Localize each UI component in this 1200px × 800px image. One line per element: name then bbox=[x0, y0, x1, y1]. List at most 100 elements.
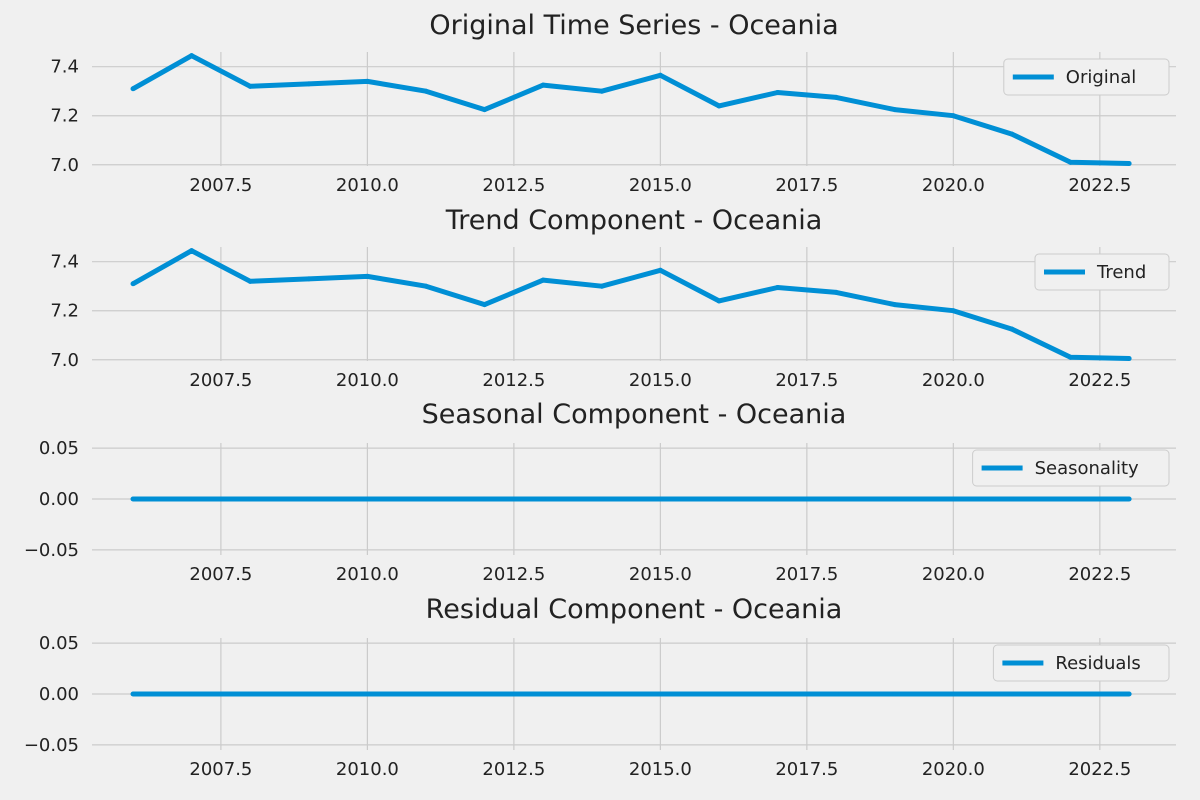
data-point bbox=[833, 289, 839, 295]
data-point bbox=[1068, 496, 1074, 502]
data-point bbox=[657, 72, 663, 78]
data-point bbox=[950, 113, 956, 119]
data-point bbox=[130, 691, 136, 697]
data-point bbox=[1009, 691, 1015, 697]
data-point bbox=[1009, 326, 1015, 332]
data-point bbox=[657, 691, 663, 697]
x-tick-label: 2017.5 bbox=[775, 370, 838, 391]
legend: Original bbox=[1003, 58, 1170, 96]
x-tick-label: 2022.5 bbox=[1068, 759, 1131, 780]
data-point bbox=[423, 88, 429, 94]
x-tick-label: 2015.0 bbox=[629, 370, 692, 391]
data-point bbox=[306, 276, 312, 282]
legend-label: Trend bbox=[1096, 262, 1146, 283]
x-tick-label: 2020.0 bbox=[922, 564, 985, 585]
x-tick-label: 2007.5 bbox=[189, 370, 252, 391]
data-point bbox=[130, 86, 136, 92]
data-point bbox=[423, 691, 429, 697]
data-point bbox=[716, 298, 722, 304]
data-point bbox=[599, 88, 605, 94]
data-point bbox=[540, 82, 546, 88]
data-point bbox=[540, 496, 546, 502]
x-tick-label: 2012.5 bbox=[482, 759, 545, 780]
legend: Trend bbox=[1034, 253, 1170, 291]
data-point bbox=[189, 691, 195, 697]
data-point bbox=[599, 691, 605, 697]
x-tick-label: 2010.0 bbox=[336, 175, 399, 196]
data-point bbox=[540, 277, 546, 283]
legend-box bbox=[1034, 253, 1170, 291]
x-tick-label: 2012.5 bbox=[482, 370, 545, 391]
data-point bbox=[892, 302, 898, 308]
x-tick-label: 2012.5 bbox=[482, 564, 545, 585]
x-tick-label: 2017.5 bbox=[775, 759, 838, 780]
data-point bbox=[775, 691, 781, 697]
data-point bbox=[892, 691, 898, 697]
y-tick-label: 7.0 bbox=[50, 350, 79, 371]
data-point bbox=[599, 283, 605, 289]
legend-box bbox=[1003, 58, 1170, 96]
data-point bbox=[189, 53, 195, 59]
x-tick-label: 2007.5 bbox=[189, 759, 252, 780]
y-tick-label: 0.00 bbox=[39, 489, 79, 510]
data-point bbox=[1068, 354, 1074, 360]
data-point bbox=[599, 496, 605, 502]
data-point bbox=[306, 496, 312, 502]
data-point bbox=[833, 94, 839, 100]
legend-box bbox=[972, 449, 1170, 487]
x-tick-label: 2015.0 bbox=[629, 564, 692, 585]
data-point bbox=[950, 496, 956, 502]
data-point bbox=[189, 496, 195, 502]
data-point bbox=[892, 496, 898, 502]
panel-title: Residual Component - Oceania bbox=[426, 594, 843, 625]
data-point bbox=[716, 496, 722, 502]
data-point bbox=[1126, 691, 1132, 697]
data-point bbox=[716, 691, 722, 697]
data-point bbox=[482, 107, 488, 113]
data-point bbox=[833, 691, 839, 697]
legend-label: Residuals bbox=[1055, 653, 1140, 674]
data-point bbox=[306, 81, 312, 87]
y-tick-label: 7.2 bbox=[50, 301, 79, 322]
y-tick-label: 7.2 bbox=[50, 106, 79, 127]
y-tick-label: 0.05 bbox=[39, 633, 79, 654]
data-point bbox=[1068, 159, 1074, 165]
legend-label: Seasonality bbox=[1035, 458, 1139, 479]
x-tick-label: 2020.0 bbox=[922, 370, 985, 391]
data-point bbox=[950, 308, 956, 314]
series-line-original bbox=[131, 53, 1130, 166]
data-point bbox=[1126, 496, 1132, 502]
y-tick-label: −0.05 bbox=[24, 735, 79, 756]
y-tick-label: 0.00 bbox=[39, 684, 79, 705]
x-tick-label: 2017.5 bbox=[775, 564, 838, 585]
data-point bbox=[1009, 131, 1015, 137]
data-point bbox=[247, 83, 253, 89]
y-tick-label: −0.05 bbox=[24, 540, 79, 561]
data-point bbox=[716, 103, 722, 109]
data-point bbox=[364, 691, 370, 697]
x-tick-label: 2012.5 bbox=[482, 175, 545, 196]
data-point bbox=[775, 89, 781, 95]
panel-title: Original Time Series - Oceania bbox=[429, 10, 838, 41]
data-point bbox=[247, 278, 253, 284]
panel-1: Original Time Series - Oceania 2007.5 2010… bbox=[50, 10, 1176, 196]
x-tick-label: 2007.5 bbox=[189, 175, 252, 196]
data-point bbox=[833, 496, 839, 502]
panel-title: Trend Component - Oceania bbox=[445, 205, 823, 236]
panel-4: Residual Component - Oceania 2007.5 2010.0… bbox=[24, 594, 1176, 780]
x-tick-label: 2022.5 bbox=[1068, 564, 1131, 585]
data-point bbox=[657, 496, 663, 502]
data-point bbox=[364, 496, 370, 502]
data-point bbox=[364, 273, 370, 279]
legend: Residuals bbox=[992, 644, 1170, 682]
x-tick-label: 2022.5 bbox=[1068, 370, 1131, 391]
legend-label: Original bbox=[1066, 67, 1136, 88]
data-point bbox=[482, 302, 488, 308]
data-point bbox=[775, 284, 781, 290]
data-point bbox=[775, 496, 781, 502]
x-tick-label: 2015.0 bbox=[629, 759, 692, 780]
data-point bbox=[1126, 161, 1132, 167]
data-point bbox=[423, 283, 429, 289]
y-tick-label: 7.4 bbox=[50, 252, 79, 273]
panel-2: Trend Component - Oceania 2007.5 2010.0 201… bbox=[50, 205, 1176, 391]
